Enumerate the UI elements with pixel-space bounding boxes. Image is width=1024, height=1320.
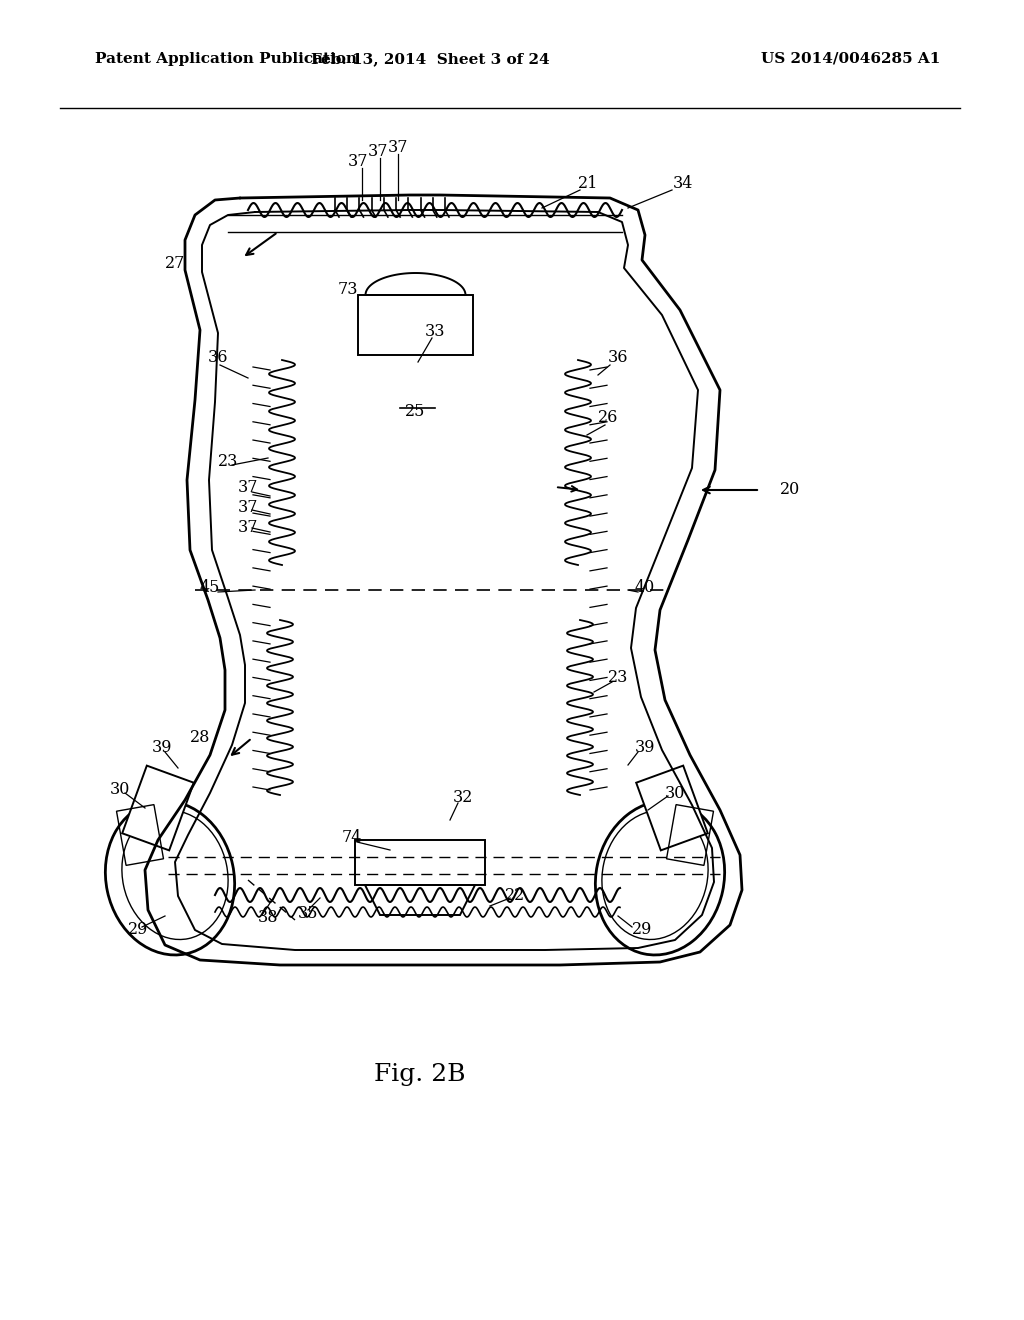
- Text: Patent Application Publication: Patent Application Publication: [95, 51, 357, 66]
- Text: 39: 39: [152, 739, 172, 756]
- Text: 45: 45: [200, 579, 220, 597]
- Text: 37: 37: [238, 520, 258, 536]
- Text: 37: 37: [388, 140, 409, 157]
- Text: 22: 22: [505, 887, 525, 903]
- Text: 23: 23: [218, 454, 239, 470]
- Text: 21: 21: [578, 174, 598, 191]
- Text: Feb. 13, 2014  Sheet 3 of 24: Feb. 13, 2014 Sheet 3 of 24: [310, 51, 549, 66]
- Text: 34: 34: [673, 174, 693, 191]
- Polygon shape: [122, 766, 194, 850]
- Text: 29: 29: [128, 921, 148, 939]
- Ellipse shape: [602, 810, 709, 940]
- Text: 40: 40: [635, 579, 655, 597]
- Text: US 2014/0046285 A1: US 2014/0046285 A1: [761, 51, 940, 66]
- Text: 36: 36: [208, 350, 228, 367]
- Text: 37: 37: [348, 153, 369, 170]
- Text: 27: 27: [165, 255, 185, 272]
- Text: 33: 33: [425, 323, 445, 341]
- Text: 35: 35: [298, 904, 318, 921]
- Text: 28: 28: [189, 730, 210, 747]
- Text: 73: 73: [338, 281, 358, 298]
- Text: 32: 32: [453, 789, 473, 807]
- Text: 37: 37: [238, 479, 258, 496]
- Text: 30: 30: [665, 784, 685, 801]
- Text: 37: 37: [238, 499, 258, 516]
- Text: 36: 36: [608, 350, 629, 367]
- Text: 39: 39: [635, 739, 655, 756]
- Text: 23: 23: [608, 669, 628, 686]
- Text: 37: 37: [368, 144, 388, 161]
- Text: 74: 74: [342, 829, 362, 846]
- Text: 29: 29: [632, 921, 652, 939]
- Text: 30: 30: [110, 781, 130, 799]
- Text: 20: 20: [780, 482, 800, 499]
- Text: 38: 38: [258, 909, 279, 927]
- Text: 25: 25: [404, 404, 425, 421]
- Ellipse shape: [122, 810, 228, 940]
- Text: Fig. 2B: Fig. 2B: [374, 1064, 466, 1086]
- Text: 26: 26: [598, 409, 618, 426]
- Polygon shape: [636, 766, 708, 850]
- Bar: [355, 840, 485, 884]
- Bar: [358, 294, 473, 355]
